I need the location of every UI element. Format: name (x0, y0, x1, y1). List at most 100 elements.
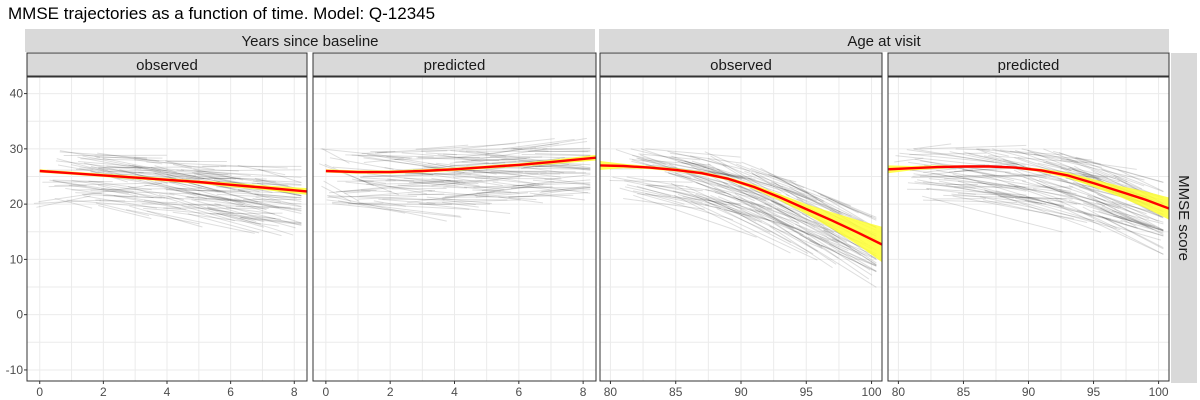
trajectory-line (94, 155, 148, 160)
trajectory-line (797, 227, 873, 276)
panel-strip-label: observed (136, 57, 198, 74)
trajectory-line (366, 182, 460, 185)
trajectory-line (54, 181, 184, 186)
trajectory-line (321, 185, 352, 202)
gridlines (888, 77, 1169, 381)
trajectory-line (669, 156, 707, 168)
trajectory-line (1117, 169, 1164, 192)
trajectory-line (474, 177, 562, 180)
trajectory-line (955, 148, 990, 151)
trajectory-line (669, 152, 742, 164)
trajectory-line (774, 207, 800, 225)
trajectory-line (143, 207, 276, 220)
trajectory-line (97, 170, 229, 175)
trajectory-line (186, 177, 267, 180)
trajectory-line (727, 207, 792, 244)
trajectory-line (1057, 177, 1164, 219)
trajectory-line (255, 196, 282, 203)
trajectory-line (152, 200, 282, 237)
trajectory-line (670, 182, 809, 254)
trajectory-line (544, 174, 591, 181)
trajectory-line (377, 143, 517, 154)
trajectory-line (951, 193, 1047, 205)
trajectory-line (54, 197, 93, 209)
trajectory-line (532, 179, 590, 186)
trajectory-line (1083, 212, 1164, 255)
trajectory-line (684, 160, 817, 202)
trajectory-line (919, 174, 1048, 177)
trajectory-line (442, 195, 534, 198)
x-tick-label: 100 (862, 385, 882, 399)
trajectory-line (696, 182, 732, 196)
trajectory-line (768, 173, 825, 202)
trajectory-line (107, 170, 144, 173)
trajectory-line (1043, 148, 1128, 183)
panel-strip (26, 52, 308, 77)
gridlines (600, 77, 882, 381)
trajectory-line (332, 203, 462, 218)
trajectory-line (1036, 182, 1164, 232)
x-tick-label: 4 (164, 385, 171, 399)
trajectory-line (1075, 156, 1101, 165)
trajectory-line (1101, 205, 1164, 231)
trajectory-line (225, 207, 275, 215)
trajectory-line (968, 153, 1020, 166)
trajectory-line (455, 169, 576, 173)
trajectory-line (992, 148, 1120, 183)
y-tick-label: -10 (6, 363, 24, 377)
trajectory-line (1111, 210, 1164, 225)
trajectory-line (1033, 153, 1145, 181)
trajectory-line (755, 172, 784, 188)
trajectory-line (443, 173, 539, 188)
trajectory-line (799, 234, 877, 273)
trajectory-line (212, 184, 251, 193)
trajectory-line (366, 173, 505, 191)
trajectory-line (323, 180, 360, 202)
trajectory-line (185, 191, 302, 211)
x-tick-label: 80 (892, 385, 906, 399)
trajectory-line (194, 169, 302, 172)
trajectory-line (256, 194, 302, 203)
trajectory-line (723, 209, 751, 217)
trajectory-line (695, 193, 823, 249)
trajectory-line (475, 192, 529, 198)
trajectory-line (711, 170, 742, 180)
panel-0-1: predicted 0 2 4 6 8 (312, 52, 597, 399)
trajectory-line (914, 181, 1040, 201)
x-tick-label: 90 (734, 385, 748, 399)
trajectory-line (216, 181, 302, 186)
trajectory-line (813, 220, 877, 264)
trajectory-line (345, 181, 433, 192)
trajectory-line (1004, 171, 1072, 190)
trajectory-line (59, 150, 101, 158)
trajectory-line (70, 164, 94, 170)
trajectory-line (1045, 160, 1116, 180)
trajectory-line (906, 149, 994, 163)
trajectory-line (386, 156, 497, 175)
trajectory-line (1066, 176, 1164, 231)
trajectory-line (630, 148, 715, 169)
trajectory-line (239, 216, 302, 224)
trajectory-line (169, 181, 267, 211)
trajectory-line (254, 193, 302, 199)
trajectory-line (472, 166, 505, 172)
trajectory-line (619, 187, 734, 221)
trajectory-line (502, 138, 575, 150)
trajectory-line (984, 190, 1112, 220)
trajectory-line (1013, 185, 1064, 204)
trajectory-line (671, 155, 782, 194)
trajectory-line (609, 179, 693, 183)
trajectory-line (431, 177, 480, 187)
trajectory-line (196, 171, 302, 190)
trajectory-line (164, 188, 228, 200)
trajectory-line (373, 200, 406, 207)
trajectory-line (957, 180, 1043, 205)
trajectory-line (188, 182, 226, 193)
trajectory-line (909, 152, 987, 156)
trajectory-line (128, 185, 264, 228)
trajectory-line (90, 165, 207, 200)
trajectory-line (329, 180, 444, 194)
trajectory-line (360, 177, 415, 182)
trajectory-line (704, 204, 770, 222)
trajectory-line (685, 185, 762, 223)
